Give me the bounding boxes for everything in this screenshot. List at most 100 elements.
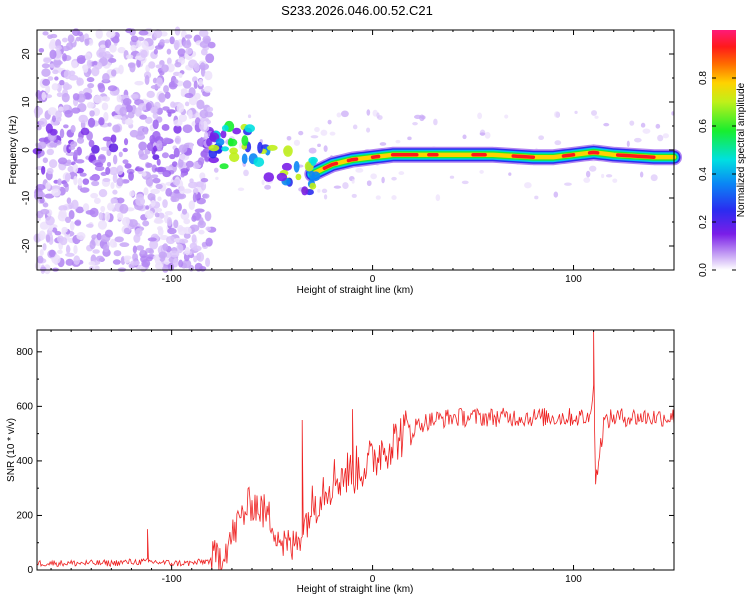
spectrogram-noise-blob xyxy=(67,165,75,173)
spectrogram-y-tick-label: 0 xyxy=(21,147,32,153)
spectrogram-noise-blob xyxy=(40,266,47,272)
spectrogram-noise-blob xyxy=(65,244,71,255)
spectrogram-noise-blob xyxy=(94,165,105,171)
spectrogram-signal-blob xyxy=(281,162,292,171)
spectrogram-noise-blob xyxy=(589,165,597,172)
spectrogram-noise-blob xyxy=(134,107,142,117)
spectrogram-noise-blob xyxy=(173,257,179,268)
spectrogram-noise-blob xyxy=(161,152,169,159)
spectrogram-noise-blob xyxy=(100,146,110,151)
spectrogram-noise-blob xyxy=(188,109,193,120)
spectrogram-noise-blob xyxy=(484,131,491,139)
spectrogram-noise-blob xyxy=(112,259,121,265)
spectrogram-noise-blob xyxy=(130,44,137,52)
spectrogram-signal-blob xyxy=(295,173,302,181)
spectrogram-noise-blob xyxy=(166,48,172,55)
spectrogram-noise-blob xyxy=(89,176,97,181)
spectrogram-noise-blob xyxy=(154,217,163,224)
spectrogram-noise-blob xyxy=(323,145,328,152)
spectrogram-noise-blob xyxy=(92,249,100,254)
spectrogram-signal-blob xyxy=(283,145,293,157)
spectrogram-noise-blob xyxy=(184,246,191,256)
spectrogram-noise-blob xyxy=(352,124,358,130)
snr-x-ticks: -100 0 100 xyxy=(50,330,675,585)
spectrogram-noise-blob xyxy=(162,169,172,178)
spectrogram-y-tick-label: -20 xyxy=(21,238,32,253)
spectrogram-noise-blob xyxy=(87,117,96,128)
spectrogram-noise-blob xyxy=(71,107,81,114)
spectrogram-noise-blob xyxy=(141,40,149,50)
spectrogram-noise-blob xyxy=(114,236,124,243)
spectrogram-noise-blob xyxy=(57,178,62,186)
spectrogram-signal-blob xyxy=(253,157,265,167)
spectrogram-noise-blob xyxy=(163,85,169,94)
spectrogram-noise-blob xyxy=(89,239,96,250)
spectrogram-noise-blob xyxy=(109,44,117,53)
spectrogram-noise-blob xyxy=(79,172,87,177)
spectrogram-noise-blob xyxy=(95,29,103,39)
spectrogram-x-label: Height of straight line (km) xyxy=(297,285,414,296)
spectrogram-noise-blob xyxy=(629,120,635,126)
spectrogram-noise-blob xyxy=(135,245,145,251)
spectrogram-noise-blob xyxy=(182,259,192,269)
spectrogram-noise-blob xyxy=(62,45,70,52)
spectrogram-noise-blob xyxy=(538,135,545,140)
spectrogram-noise-blob xyxy=(104,39,112,49)
spectrogram-noise-blob xyxy=(57,249,63,254)
spectrogram-signal-blob xyxy=(266,144,278,151)
spectrogram-noise-blob xyxy=(144,74,150,85)
spectrogram-noise-blob xyxy=(41,165,46,175)
spectrogram-noise-blob xyxy=(96,232,102,241)
spectrogram-noise-blob xyxy=(42,202,49,208)
spectrogram-noise-blob xyxy=(340,110,349,118)
spectrogram-noise-blob xyxy=(174,26,181,36)
spectrogram-noise-blob xyxy=(96,49,105,59)
spectrogram-noise-blob xyxy=(78,114,89,124)
colorbar: 0.0 0.2 0.4 0.6 0.8 Normalized spectral ampl… xyxy=(698,30,747,277)
spectrogram-noise-blob xyxy=(317,188,321,193)
spectrogram-noise-blob xyxy=(75,159,85,164)
spectrogram-noise-blob xyxy=(176,193,187,200)
spectrogram-noise-blob xyxy=(99,44,106,49)
spectrogram-noise-blob xyxy=(47,107,58,116)
spectrogram-noise-blob xyxy=(351,178,355,184)
spectrogram-noise-blob xyxy=(145,162,153,168)
spectrogram-x-ticks: -100 0 100 xyxy=(50,30,675,285)
spectrogram-noise-blob xyxy=(173,219,179,229)
spectrogram-noise-blob xyxy=(158,92,166,103)
spectrogram-noise-blob xyxy=(65,258,74,266)
spectrogram-noise-blob xyxy=(198,229,205,235)
spectrogram-noise-blob xyxy=(391,195,397,201)
spectrogram-noise-blob xyxy=(173,39,180,50)
spectrogram-noise-blob xyxy=(152,119,159,130)
spectrogram-noise-blob xyxy=(65,216,72,224)
spectrogram-noise-blob xyxy=(98,188,108,198)
spectrogram-noise-blob xyxy=(167,227,177,235)
spectrogram-noise-blob xyxy=(178,144,188,154)
spectrogram-noise-blob xyxy=(135,197,146,206)
spectrogram-noise-blob xyxy=(75,206,85,214)
snr-y-ticks: 0 200 400 600 800 xyxy=(16,347,674,576)
spectrogram-noise-blob xyxy=(435,194,441,202)
spectrogram-noise-blob xyxy=(152,130,161,141)
spectrogram-noise-blob xyxy=(102,136,113,142)
spectrogram-noise-blob xyxy=(398,171,405,176)
spectrogram-noise-blob xyxy=(122,159,129,165)
spectrogram-noise-blob xyxy=(134,228,143,237)
spectrogram-noise-blob xyxy=(553,191,559,198)
spectrogram-noise-blob xyxy=(104,211,111,222)
spectrogram-noise-blob xyxy=(125,54,134,59)
spectrogram-noise-blob xyxy=(76,77,84,86)
spectrogram-noise-blob xyxy=(554,111,560,118)
spectrogram-noise-blob xyxy=(39,197,45,204)
spectrogram-x-tick-label: 0 xyxy=(370,274,376,285)
spectrogram-noise-blob xyxy=(308,147,317,154)
spectrogram-noise-blob xyxy=(167,111,172,117)
spectrogram-noise-blob xyxy=(73,149,79,158)
spectrogram-noise-blob xyxy=(583,177,591,183)
spectrogram-noise-blob xyxy=(70,125,76,134)
spectrogram-signal-blob xyxy=(301,186,309,196)
spectrogram-noise-blob xyxy=(45,181,51,190)
spectrogram-noise-blob xyxy=(183,226,192,235)
spectrogram-noise-blob xyxy=(366,127,371,133)
